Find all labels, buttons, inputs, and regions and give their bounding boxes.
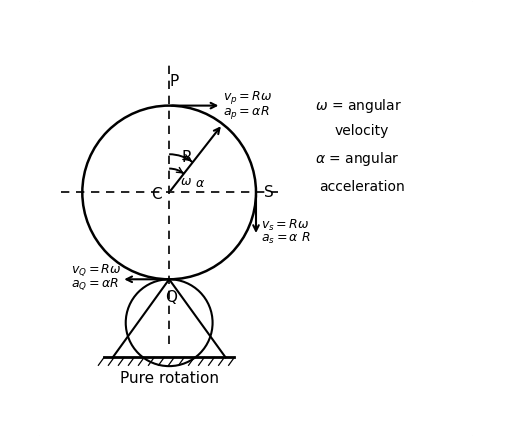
Text: $a_Q =\alpha R$: $a_Q =\alpha R$	[72, 277, 119, 292]
Text: $\omega$ = angular: $\omega$ = angular	[314, 97, 402, 114]
Text: $\alpha$ = angular: $\alpha$ = angular	[314, 150, 399, 168]
Text: S: S	[264, 185, 273, 200]
Text: Q: Q	[165, 290, 177, 305]
Text: acceleration: acceleration	[319, 180, 404, 194]
Text: $v_p = R\omega$: $v_p = R\omega$	[223, 89, 273, 106]
Text: R: R	[182, 150, 193, 165]
Text: $\alpha$: $\alpha$	[196, 177, 205, 190]
Text: $\omega$: $\omega$	[180, 175, 191, 188]
Text: velocity: velocity	[334, 124, 389, 138]
FancyBboxPatch shape	[34, 0, 478, 437]
Text: $a_s =\alpha\ R$: $a_s =\alpha\ R$	[261, 230, 311, 246]
Text: $v_s = R\omega$: $v_s = R\omega$	[261, 218, 309, 232]
Text: Pure rotation: Pure rotation	[120, 371, 219, 386]
Text: C: C	[152, 187, 162, 202]
Text: $v_Q = R\omega$: $v_Q = R\omega$	[72, 262, 122, 277]
Text: $a_p =\alpha R$: $a_p =\alpha R$	[223, 104, 270, 121]
Text: P: P	[170, 74, 179, 89]
